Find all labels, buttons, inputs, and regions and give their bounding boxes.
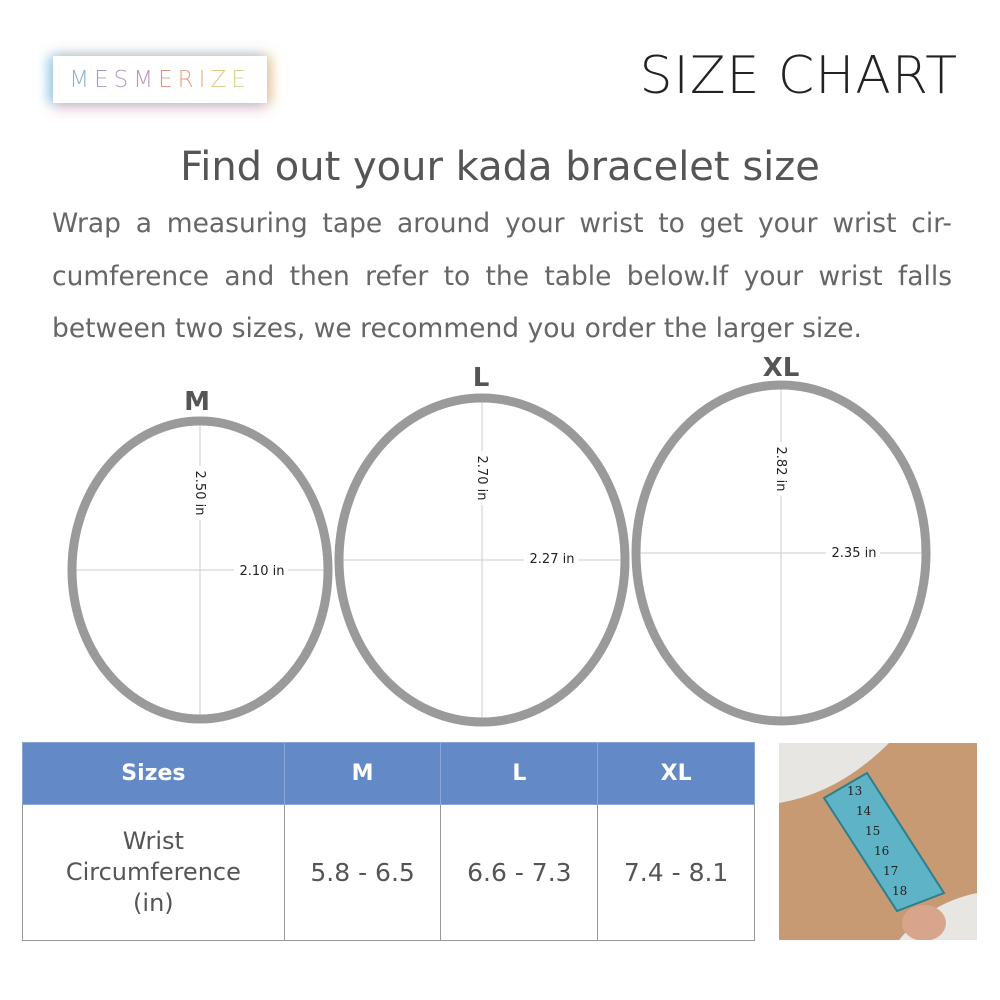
- table-cell: 6.6 - 7.3: [440, 804, 599, 941]
- size-label: L: [473, 363, 490, 393]
- height-label: 2.82 in: [773, 447, 788, 492]
- ring-l: L 2.70 in 2.27 in: [334, 363, 630, 727]
- heading: Find out your kada bracelet size: [180, 144, 820, 190]
- header-cell: Sizes: [22, 742, 285, 805]
- logo-letter: Z: [210, 66, 232, 93]
- ring-m: M 2.50 in 2.10 in: [67, 387, 333, 724]
- logo-letter: S: [113, 66, 134, 93]
- tape-measure: [822, 771, 946, 913]
- tape-number: 13: [847, 784, 862, 798]
- tape-number: 18: [892, 884, 907, 898]
- wrist-measuring-photo: 13 14 15 16 17 18: [779, 743, 977, 940]
- tape-number: 14: [856, 804, 872, 818]
- header-cell: L: [440, 742, 599, 805]
- header-cell: XL: [597, 742, 755, 805]
- logo-letter: R: [177, 66, 199, 93]
- size-label: XL: [763, 353, 800, 383]
- size-table: Sizes M L XL Wrist Circumference (in) 5.…: [22, 742, 755, 941]
- logo-letter: E: [94, 66, 114, 93]
- ring-xl: XL 2.82 in 2.35 in: [631, 353, 931, 726]
- logo-letter: I: [198, 66, 211, 93]
- row-label: Wrist Circumference (in): [22, 804, 285, 941]
- logo-letter: E: [158, 66, 178, 93]
- row-label-line: (in): [133, 889, 174, 917]
- table-row: Wrist Circumference (in) 5.8 - 6.5 6.6 -…: [22, 804, 755, 941]
- height-label: 2.70 in: [474, 456, 489, 501]
- page-title: SIZE CHART: [639, 46, 958, 106]
- description: Wrap a measuring tape around your wrist …: [52, 208, 952, 344]
- width-label: 2.27 in: [530, 552, 575, 567]
- width-label: 2.35 in: [832, 546, 877, 561]
- tape-number: 17: [883, 864, 898, 878]
- table-cell: 5.8 - 6.5: [283, 804, 442, 941]
- logo-letter: M: [133, 66, 159, 93]
- row-label-line: Circumference: [65, 858, 241, 886]
- table-cell: 7.4 - 8.1: [597, 804, 755, 941]
- row-label-line: Wrist: [122, 827, 184, 855]
- height-label: 2.50 in: [192, 471, 207, 516]
- header-cell: M: [283, 742, 442, 805]
- logo-letter: M: [69, 66, 95, 93]
- table-header-row: Sizes M L XL: [22, 742, 755, 805]
- tape-number: 15: [865, 824, 880, 838]
- width-label: 2.10 in: [240, 564, 285, 579]
- logo-letter: E: [231, 66, 251, 93]
- ring-diagram: M 2.50 in 2.10 in L 2.70 in 2.27 in XL 2…: [67, 353, 931, 727]
- tape-number: 16: [874, 844, 889, 858]
- size-label: M: [184, 387, 210, 417]
